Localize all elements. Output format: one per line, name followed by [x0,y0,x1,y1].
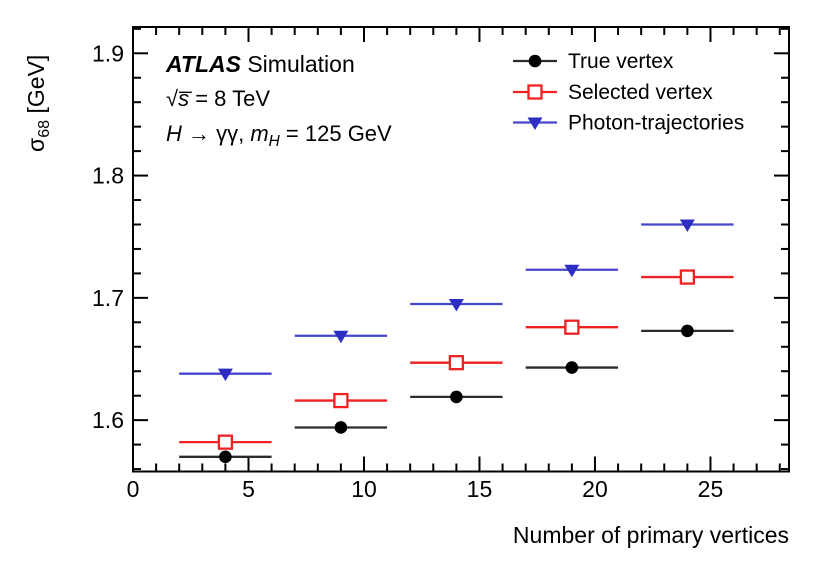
data-point-selected-vertex-x9 [333,392,349,409]
data-point-true-vertex-x4 [219,450,232,464]
data-point-selected-vertex-x19 [564,319,580,335]
legend-label-photon-trajectories: Photon-trajectories [568,112,744,135]
legend-marker-selected-vertex [527,84,543,100]
annotation-process-label: H → γγ, mH = 125 GeV [166,121,392,150]
series-true-vertex [179,324,734,464]
data-point-photon-trajectories-x24 [679,219,695,232]
data-point-selected-vertex-x24 [679,269,696,285]
data-point-photon-trajectories-x19 [564,264,580,278]
data-point-selected-vertex-x4 [217,434,234,450]
axis-ticks [132,27,789,472]
x-axis-tick-label: 25 [698,476,724,502]
x-axis-tick-label: 10 [351,476,377,502]
y-axis-tick-label: 1.6 [92,407,124,433]
series-selected-vertex [179,269,734,450]
legend-item-true-vertex: True vertex [513,50,674,73]
legend-label-true-vertex: True vertex [568,50,674,73]
data-point-photon-trajectories-x4 [217,368,233,382]
x-axis-tick-label: 0 [127,476,140,502]
data-point-photon-trajectories-x9 [333,330,349,344]
x-axis-tick-label: 20 [582,476,608,502]
data-point-selected-vertex-x14 [448,355,465,371]
data-point-true-vertex-x14 [450,390,463,404]
series-photon-trajectories [179,219,734,382]
data-point-true-vertex-x24 [681,324,694,338]
x-axis-tick-label: 5 [242,476,255,502]
y-axis-tick-label: 1.8 [92,163,124,189]
x-axis-tick-label: 15 [467,476,493,502]
annotation-energy-label: √s̅ = 8 TeV [166,86,270,111]
x-tick-labels: 0 5 10 15 20 25 [127,476,724,502]
x-axis-title: Number of primary vertices [513,522,789,548]
data-point-true-vertex-x19 [565,361,579,374]
y-axis-tick-label: 1.7 [92,285,124,311]
legend-item-selected-vertex: Selected vertex [513,81,713,104]
y-axis-tick-label: 1.9 [92,40,124,66]
y-tick-labels: 1.6 1.7 1.8 1.9 [92,40,124,433]
legend-marker-true-vertex [528,54,542,68]
y-axis-title: σ68 [GeV] [23,55,53,152]
annotation-atlas-label: ATLAS Simulation [165,51,355,77]
data-point-true-vertex-x9 [334,421,348,434]
data-point-photon-trajectories-x14 [448,298,464,312]
legend-marker-photon-trajectories [527,117,543,130]
legend-item-photon-trajectories: Photon-trajectories [513,112,744,135]
legend-label-selected-vertex: Selected vertex [568,81,713,104]
legend: True vertex Selected vertex Photon-traject… [513,50,744,135]
